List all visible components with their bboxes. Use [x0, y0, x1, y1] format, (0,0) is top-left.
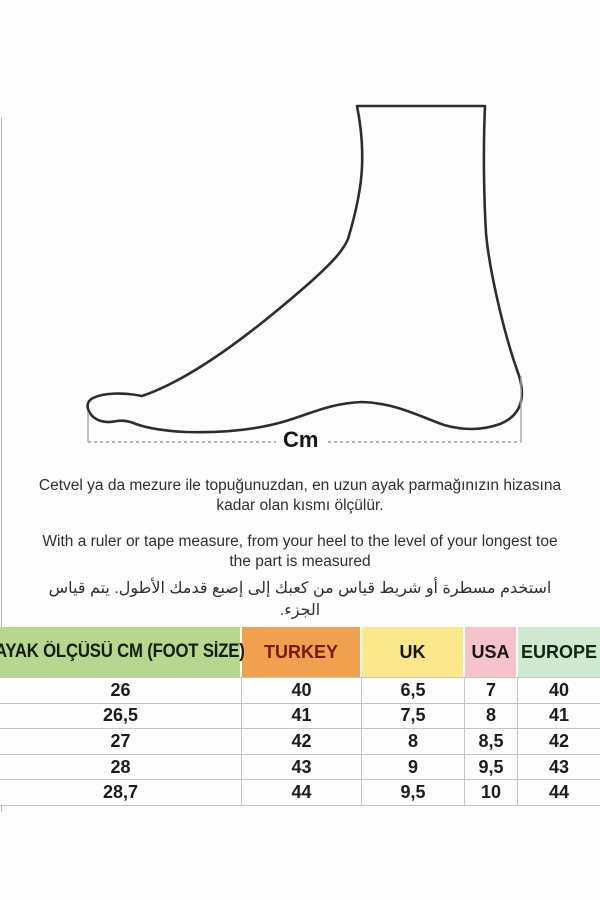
size-cell: 7 [465, 678, 518, 703]
foot-outline [86, 104, 524, 434]
header-cell-uk: UK [362, 627, 465, 677]
table-row: 27 42 8 8,5 42 [0, 729, 600, 755]
header-label: AYAK ÖLÇÜSÜ CM (FOOT SİZE) [0, 641, 245, 662]
size-cell: 43 [548, 756, 570, 777]
table-body: 26 40 6,5 7 40 26,5 41 7,5 8 41 27 42 8 8,5 42 28 43 9 9,5… [0, 677, 600, 806]
header-cell-europe: EUROPE [518, 627, 600, 677]
size-cell: 41 [242, 703, 362, 729]
table-row: 28 43 9 9,5 43 [0, 754, 600, 781]
size-cell: 41 [548, 705, 570, 726]
size-cell: 27 [0, 729, 242, 754]
size-cell: 8 [362, 729, 465, 754]
instruction-english: With a ruler or tape measure, from your … [42, 533, 558, 570]
instruction-turkish: Cetvel ya da mezure ile topuğunuzdan, en… [38, 477, 562, 514]
size-cell: 28,7 [0, 780, 242, 805]
size-cell: 8,5 [465, 729, 518, 754]
size-cell: 44 [548, 782, 570, 803]
foot-measurement-diagram [86, 104, 524, 443]
size-cell: 40 [242, 678, 362, 703]
size-cell: 44 [242, 780, 362, 805]
size-cell: 9,5 [362, 780, 465, 805]
instruction-arabic: استخدم مسطرة أو شريط قياس من كعبك إلى إص… [48, 580, 552, 619]
size-cell: 26,5 [0, 703, 242, 729]
size-cell: 42 [242, 729, 362, 754]
header-cell-usa: USA [465, 627, 518, 677]
size-conversion-table: AYAK ÖLÇÜSÜ CM (FOOT SİZE) TURKEY UK USA EUR… [0, 627, 600, 806]
table-row: 26 40 6,5 7 40 [0, 678, 600, 704]
size-cell: 26 [0, 678, 242, 703]
size-cell: 43 [242, 754, 362, 780]
size-cell: 10 [465, 780, 518, 805]
table-row: 28,7 44 9,5 10 44 [0, 780, 600, 806]
size-cell: 40 [548, 679, 570, 700]
table-header-row: AYAK ÖLÇÜSÜ CM (FOOT SİZE) TURKEY UK USA EUR… [0, 627, 600, 677]
size-cell: 6,5 [362, 678, 465, 703]
size-cell: 42 [548, 730, 570, 751]
table-row: 26,5 41 7,5 8 41 [0, 703, 600, 730]
size-cell: 28 [0, 754, 242, 780]
left-border-line [1, 118, 2, 812]
size-cell: 7,5 [362, 703, 465, 729]
size-cell: 9,5 [465, 754, 518, 780]
header-cell-turkey: TURKEY [242, 627, 362, 677]
header-cell-ayak-l-s-cm-foot-si-ze: AYAK ÖLÇÜSÜ CM (FOOT SİZE) [0, 627, 245, 677]
size-cell: 9 [362, 754, 465, 780]
cm-unit-label: Cm [276, 427, 326, 453]
size-cell: 8 [465, 703, 518, 729]
